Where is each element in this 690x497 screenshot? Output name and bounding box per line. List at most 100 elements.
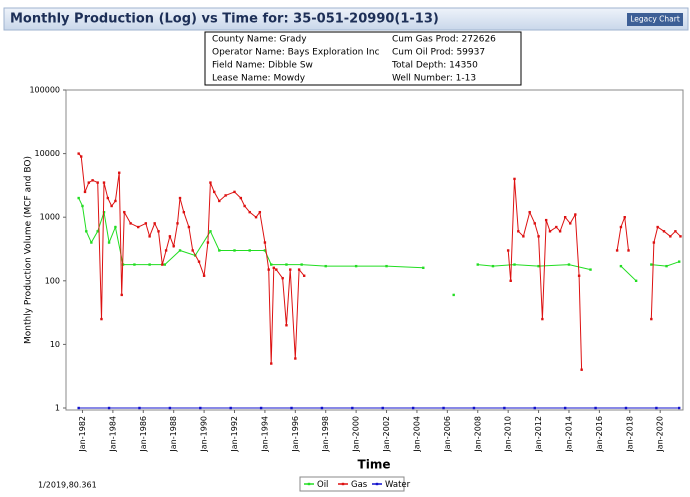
data-point — [285, 324, 288, 327]
data-point — [533, 222, 536, 225]
data-point — [168, 235, 172, 238]
x-tick-label: Jan-2012 — [534, 416, 543, 453]
data-point — [176, 222, 179, 225]
data-point — [574, 213, 577, 216]
data-point — [248, 249, 251, 252]
data-point — [650, 317, 653, 321]
data-point — [199, 406, 202, 410]
x-tick-label: Jan-1984 — [108, 416, 117, 453]
x-tick-label: Jan-1990 — [200, 416, 209, 453]
data-point — [137, 225, 140, 229]
data-point — [218, 249, 221, 252]
data-point — [290, 406, 293, 410]
legend — [299, 476, 405, 492]
data-point — [300, 263, 303, 266]
x-tick-label: Jan-2000 — [352, 416, 361, 453]
data-point — [442, 406, 445, 410]
data-point — [563, 406, 567, 410]
data-point — [164, 249, 168, 252]
data-point — [172, 244, 175, 248]
data-point — [206, 241, 210, 244]
data-point — [513, 177, 516, 181]
data-point — [320, 406, 324, 410]
data-point — [91, 179, 94, 182]
data-point — [81, 204, 84, 208]
data-point — [197, 260, 201, 263]
data-point — [263, 249, 267, 252]
data-point — [522, 235, 525, 238]
data-point — [324, 264, 327, 268]
data-point — [161, 263, 164, 266]
data-point — [615, 249, 619, 252]
x-tick-label: Jan-1986 — [139, 416, 148, 453]
x-tick-label: Jan-1982 — [78, 416, 87, 453]
x-tick-label: Jan-2002 — [382, 416, 391, 453]
x-tick-label: Jan-1992 — [230, 416, 239, 453]
x-tick-label: Jan-2008 — [473, 416, 482, 453]
x-axis-title: Time — [358, 458, 391, 472]
y-axis-title: Monthly Production Volume (MCF and BO) — [24, 156, 34, 344]
series-line — [78, 197, 680, 282]
x-tick-label: Jan-2006 — [443, 416, 452, 453]
data-point — [548, 230, 552, 233]
data-point — [102, 181, 106, 184]
data-point — [114, 199, 117, 203]
header-bar — [3, 7, 689, 31]
data-point — [302, 274, 306, 277]
legacy-button[interactable] — [627, 13, 683, 26]
data-point — [537, 264, 540, 268]
legacy-button-label[interactable]: Legacy Chart — [630, 15, 680, 24]
legend-marker — [341, 482, 345, 486]
data-point — [634, 279, 638, 282]
data-point — [381, 406, 384, 410]
x-tick-label: Jan-2004 — [412, 416, 421, 453]
data-point — [239, 196, 243, 200]
data-point — [191, 249, 194, 252]
data-point — [168, 406, 172, 410]
data-point — [83, 190, 87, 194]
data-point — [289, 268, 292, 271]
data-point — [662, 230, 666, 233]
info-field: Field Name: Dibble Sw — [212, 61, 313, 71]
data-point — [102, 210, 106, 214]
data-point — [517, 230, 520, 233]
data-point — [202, 274, 206, 277]
data-point — [267, 268, 270, 271]
info-field: Cum Oil Prod: 59937 — [392, 48, 485, 58]
data-point — [270, 263, 273, 266]
data-point — [87, 181, 91, 184]
legend-label: Oil — [317, 480, 328, 490]
data-point — [503, 406, 506, 410]
x-tick-label: Jan-2020 — [656, 416, 665, 453]
data-point — [537, 235, 540, 238]
header-title: Monthly Production (Log) vs Time for: 35… — [10, 12, 439, 27]
data-point — [270, 362, 273, 365]
data-point — [106, 196, 110, 200]
data-point — [558, 230, 562, 233]
y-tick-label: 10 — [50, 340, 60, 349]
data-point — [144, 222, 148, 225]
data-point — [107, 406, 111, 410]
data-point — [254, 216, 258, 219]
data-point — [80, 155, 83, 158]
data-point — [272, 266, 275, 270]
legend-label: Water — [385, 480, 411, 490]
data-point — [619, 225, 623, 229]
data-point — [674, 230, 677, 233]
data-point — [569, 222, 572, 225]
data-point — [178, 249, 182, 252]
data-point — [133, 263, 136, 266]
x-tick-label: Jan-2018 — [625, 416, 634, 453]
x-tick-label: Jan-2016 — [595, 416, 604, 453]
data-point — [224, 194, 227, 197]
data-point — [114, 225, 117, 229]
data-point — [472, 406, 476, 410]
y-tick-label: 100 — [45, 276, 60, 285]
data-point — [90, 241, 93, 244]
data-point — [153, 222, 156, 225]
data-point — [627, 249, 630, 252]
data-point — [85, 230, 88, 233]
data-point — [677, 260, 681, 263]
data-point — [148, 235, 151, 238]
